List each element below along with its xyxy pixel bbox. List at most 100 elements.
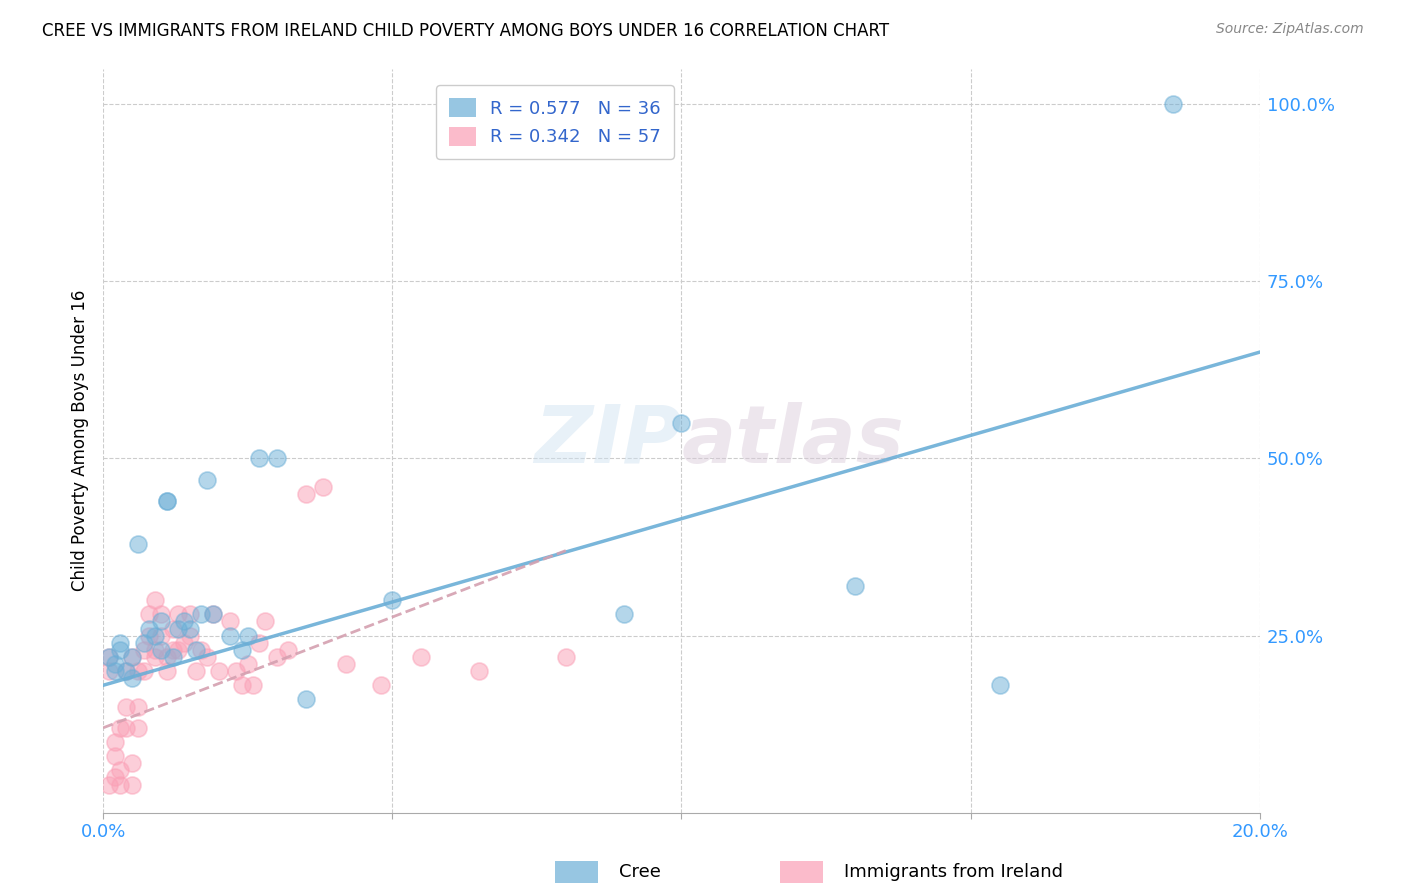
- Point: [115, 721, 138, 735]
- Text: ZIP: ZIP: [534, 401, 682, 480]
- Point: [671, 416, 693, 430]
- Text: Source: ZipAtlas.com: Source: ZipAtlas.com: [1216, 22, 1364, 37]
- Point: [277, 643, 299, 657]
- Point: [156, 494, 179, 508]
- Point: [554, 649, 576, 664]
- Point: [219, 615, 242, 629]
- Point: [184, 643, 207, 657]
- Point: [97, 649, 120, 664]
- Point: [127, 664, 149, 678]
- Point: [149, 629, 172, 643]
- Point: [236, 629, 259, 643]
- Point: [143, 593, 166, 607]
- Point: [156, 664, 179, 678]
- Text: CREE VS IMMIGRANTS FROM IRELAND CHILD POVERTY AMONG BOYS UNDER 16 CORRELATION CH: CREE VS IMMIGRANTS FROM IRELAND CHILD PO…: [42, 22, 890, 40]
- Point: [97, 649, 120, 664]
- Point: [149, 615, 172, 629]
- Point: [121, 756, 143, 771]
- Point: [844, 579, 866, 593]
- Point: [202, 607, 225, 622]
- Point: [104, 657, 127, 671]
- Point: [219, 629, 242, 643]
- Point: [121, 671, 143, 685]
- Point: [110, 721, 132, 735]
- Point: [104, 749, 127, 764]
- Point: [190, 643, 212, 657]
- Point: [179, 629, 201, 643]
- Legend: R = 0.577   N = 36, R = 0.342   N = 57: R = 0.577 N = 36, R = 0.342 N = 57: [436, 85, 673, 159]
- Point: [143, 643, 166, 657]
- Point: [167, 607, 190, 622]
- Point: [231, 678, 253, 692]
- Point: [104, 664, 127, 678]
- Point: [173, 636, 195, 650]
- Point: [266, 451, 288, 466]
- Text: atlas: atlas: [682, 401, 904, 480]
- Point: [149, 643, 172, 657]
- Point: [143, 649, 166, 664]
- Point: [190, 607, 212, 622]
- Text: Immigrants from Ireland: Immigrants from Ireland: [844, 863, 1063, 881]
- Point: [110, 764, 132, 778]
- Point: [370, 678, 392, 692]
- Point: [127, 536, 149, 550]
- Point: [411, 649, 433, 664]
- Point: [1161, 97, 1184, 112]
- Point: [208, 664, 231, 678]
- Point: [167, 643, 190, 657]
- Point: [127, 721, 149, 735]
- Point: [156, 649, 179, 664]
- Point: [127, 699, 149, 714]
- Point: [121, 649, 143, 664]
- Point: [242, 678, 264, 692]
- Point: [149, 607, 172, 622]
- Point: [162, 622, 184, 636]
- Point: [115, 664, 138, 678]
- Point: [184, 664, 207, 678]
- Point: [132, 643, 155, 657]
- Point: [179, 607, 201, 622]
- Point: [247, 636, 270, 650]
- Point: [104, 771, 127, 785]
- Point: [121, 649, 143, 664]
- Point: [121, 778, 143, 792]
- Point: [138, 629, 160, 643]
- Point: [115, 699, 138, 714]
- Point: [162, 643, 184, 657]
- Point: [173, 615, 195, 629]
- Point: [468, 664, 491, 678]
- Point: [335, 657, 357, 671]
- Point: [110, 643, 132, 657]
- Point: [254, 615, 277, 629]
- Point: [988, 678, 1011, 692]
- Point: [132, 636, 155, 650]
- Point: [195, 473, 218, 487]
- Point: [110, 636, 132, 650]
- Point: [132, 664, 155, 678]
- Text: Cree: Cree: [619, 863, 661, 881]
- Point: [97, 664, 120, 678]
- Point: [312, 480, 335, 494]
- Point: [613, 607, 636, 622]
- Point: [138, 607, 160, 622]
- Point: [143, 629, 166, 643]
- Point: [110, 778, 132, 792]
- Point: [266, 649, 288, 664]
- Point: [179, 622, 201, 636]
- Point: [195, 649, 218, 664]
- Point: [115, 664, 138, 678]
- Point: [202, 607, 225, 622]
- Point: [294, 487, 316, 501]
- Point: [381, 593, 404, 607]
- Point: [247, 451, 270, 466]
- Point: [231, 643, 253, 657]
- Point: [162, 649, 184, 664]
- Point: [167, 622, 190, 636]
- Point: [294, 692, 316, 706]
- Point: [97, 778, 120, 792]
- Point: [104, 735, 127, 749]
- Point: [156, 494, 179, 508]
- Point: [138, 622, 160, 636]
- Point: [236, 657, 259, 671]
- Point: [225, 664, 247, 678]
